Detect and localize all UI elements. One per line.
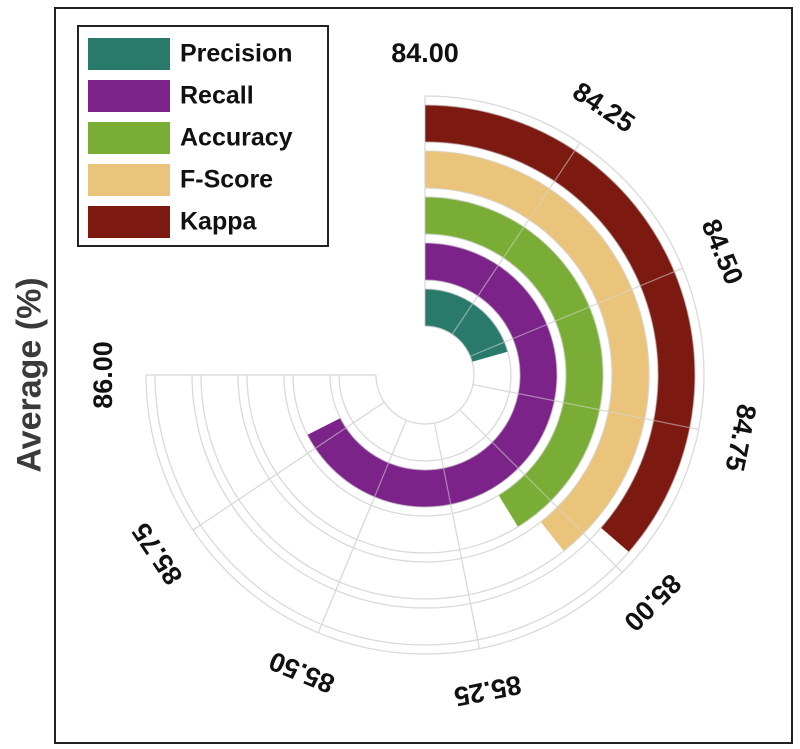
grid-radial-line [192, 401, 385, 531]
bar-kappa [425, 105, 695, 552]
tick-label: 86.00 [88, 341, 118, 409]
grid-overlay [145, 95, 705, 655]
legend-swatch [88, 38, 170, 70]
grid-radial-line [472, 383, 699, 431]
grid-radial-line [459, 409, 623, 573]
bars [145, 95, 705, 655]
bar-accuracy [425, 197, 603, 527]
bar-f-score [425, 151, 650, 551]
legend-label: Kappa [180, 208, 258, 236]
bar-precision [425, 289, 508, 362]
grid-radial-line [433, 422, 481, 649]
bar-recall [307, 243, 557, 508]
legend-swatch [88, 80, 170, 112]
legend: Precision Recall Accuracy F-Score Kappa [77, 25, 329, 247]
legend-label: F-Score [180, 166, 273, 194]
legend-swatch [88, 164, 170, 196]
grid-radial-line [451, 142, 581, 335]
legend-swatch [88, 206, 170, 238]
legend-label: Precision [180, 40, 293, 68]
legend-label: Accuracy [180, 124, 293, 152]
legend-swatch [88, 122, 170, 154]
grid-radial-line [470, 267, 683, 357]
tick-label: 84.00 [391, 38, 459, 68]
legend-label: Recall [180, 82, 254, 110]
grid-radial-line [317, 420, 407, 633]
